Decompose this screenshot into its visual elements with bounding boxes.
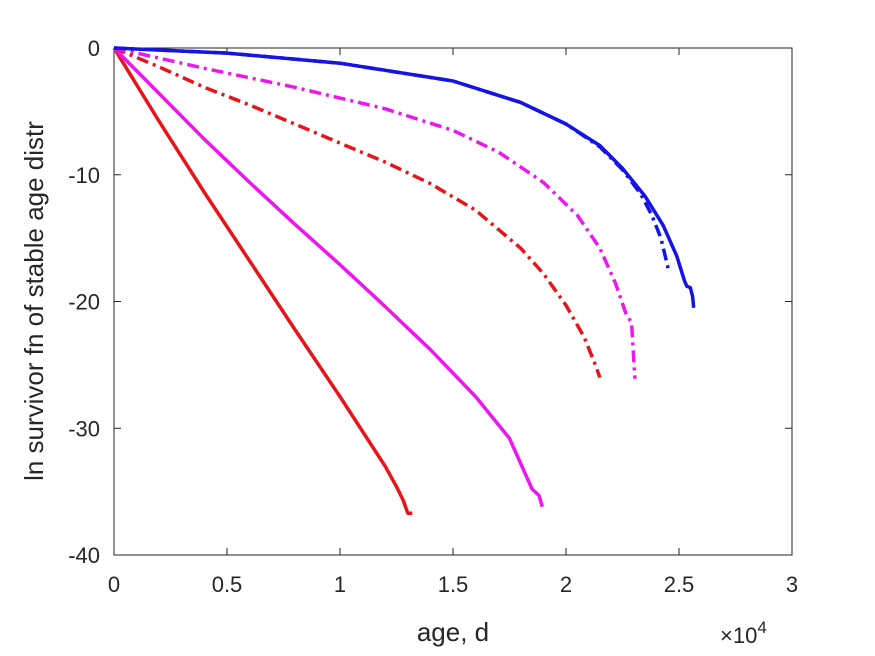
y-tick-label: -10	[68, 163, 100, 188]
x-axis-label: age, d	[417, 617, 489, 647]
series-line-6	[113, 46, 696, 308]
x-tick-label: 3	[786, 572, 798, 597]
y-tick-label: 0	[88, 36, 100, 61]
x-exponent-label: ×104	[720, 618, 767, 648]
y-axis-label: ln survivor fn of stable age distr	[19, 121, 49, 481]
y-axis-ticks: 0 -10 -20 -30 -40	[68, 36, 792, 568]
x-exponent-base: ×10	[720, 623, 757, 648]
plot-area-frame	[113, 47, 793, 556]
x-tick-label: 1.5	[438, 572, 469, 597]
x-exponent-power: 4	[757, 618, 766, 637]
series-line-1	[112, 47, 413, 515]
y-tick-label: -30	[68, 416, 100, 441]
x-tick-label: 2	[560, 572, 572, 597]
svg-text:×104: ×104	[720, 618, 767, 648]
y-tick-label: -20	[68, 290, 100, 315]
series-line-3	[113, 46, 602, 379]
series-line-4	[113, 46, 637, 379]
x-tick-label: 0	[108, 572, 120, 597]
series-line-2	[112, 46, 544, 508]
x-tick-label: 0.5	[212, 572, 243, 597]
x-axis-ticks: 0 0.5 1 1.5 2 2.5 3	[108, 48, 798, 597]
x-tick-label: 2.5	[664, 572, 695, 597]
x-tick-label: 1	[334, 572, 346, 597]
series-layer	[112, 46, 696, 515]
y-tick-label: -40	[68, 543, 100, 568]
